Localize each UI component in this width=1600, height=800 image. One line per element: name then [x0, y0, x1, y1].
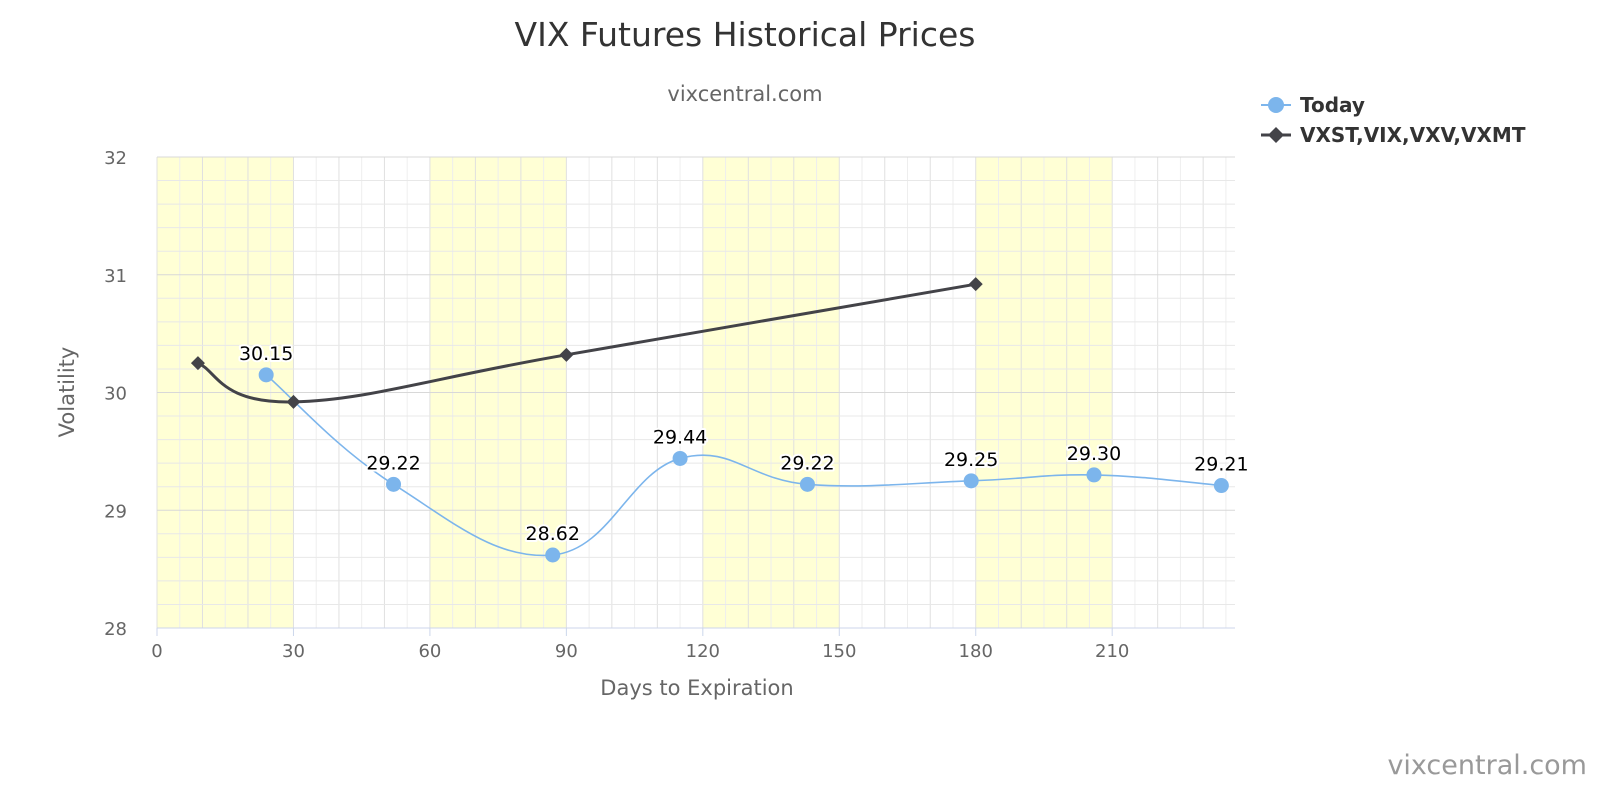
- x-tick-label: 210: [1095, 641, 1129, 662]
- y-tick-label: 31: [104, 266, 127, 287]
- series-0: [258, 367, 1229, 563]
- chart-title: VIX Futures Historical Prices: [515, 15, 976, 54]
- legend-today-marker: [1268, 97, 1284, 113]
- legend-item-today[interactable]: Today: [1261, 93, 1365, 117]
- data-point-circle[interactable]: [386, 476, 402, 492]
- data-labels: 30.15 29.22 28.62 29.44 29.22 29.25 29.30 29.21: [237, 341, 1251, 547]
- x-tick-label: 90: [555, 641, 578, 662]
- series-line-1: [196, 282, 978, 404]
- data-label: 29.44: [653, 426, 707, 448]
- x-tick-label: 150: [822, 641, 856, 662]
- y-tick-label: 30: [104, 384, 127, 405]
- data-point-diamond[interactable]: [286, 394, 301, 409]
- x-tick-label: 0: [151, 641, 162, 662]
- legend-item-vxst[interactable]: VXST,VIX,VXV,VXMT: [1261, 123, 1526, 147]
- grid-lines: [156, 156, 1235, 629]
- data-point-diamond[interactable]: [190, 356, 205, 371]
- y-axis-title: Volatility: [55, 347, 79, 438]
- series-layer: [190, 277, 1229, 563]
- y-tick-label: 29: [104, 501, 127, 522]
- axes: 0 30 60 90 120 150 180 210 28 29 30 31 32: [104, 148, 1235, 662]
- series-line-0: [265, 374, 1223, 557]
- credit[interactable]: vixcentral.com: [1387, 750, 1587, 781]
- chart-subtitle: vixcentral.com: [667, 82, 822, 106]
- data-point-circle[interactable]: [799, 476, 815, 492]
- data-label: 29.22: [780, 452, 834, 474]
- data-point-diamond[interactable]: [968, 277, 983, 292]
- legend-vxst-marker: [1268, 127, 1284, 143]
- legend: Today VXST,VIX,VXV,VXMT: [1261, 93, 1526, 147]
- data-label: 28.62: [526, 523, 580, 545]
- data-point-diamond[interactable]: [559, 347, 574, 362]
- y-tick-label: 28: [104, 619, 127, 640]
- legend-vxst-label: VXST,VIX,VXV,VXMT: [1300, 123, 1526, 147]
- legend-today-label: Today: [1300, 93, 1365, 117]
- series-1: [190, 277, 983, 409]
- x-tick-label: 120: [686, 641, 720, 662]
- y-tick-label: 32: [104, 148, 127, 169]
- data-label: 29.25: [944, 449, 998, 471]
- data-point-circle[interactable]: [1213, 478, 1229, 494]
- data-label: 29.22: [366, 452, 420, 474]
- x-tick-label: 180: [959, 641, 993, 662]
- x-tick-label: 30: [282, 641, 305, 662]
- data-label: 30.15: [239, 343, 293, 365]
- data-label: 29.30: [1067, 443, 1121, 465]
- data-point-circle[interactable]: [963, 473, 979, 489]
- data-label: 29.21: [1194, 454, 1248, 476]
- data-point-circle[interactable]: [672, 450, 688, 466]
- data-point-circle[interactable]: [258, 367, 274, 383]
- data-point-circle[interactable]: [545, 547, 561, 563]
- data-point-circle[interactable]: [1086, 467, 1102, 483]
- x-tick-label: 60: [418, 641, 441, 662]
- x-axis-title: Days to Expiration: [600, 676, 793, 700]
